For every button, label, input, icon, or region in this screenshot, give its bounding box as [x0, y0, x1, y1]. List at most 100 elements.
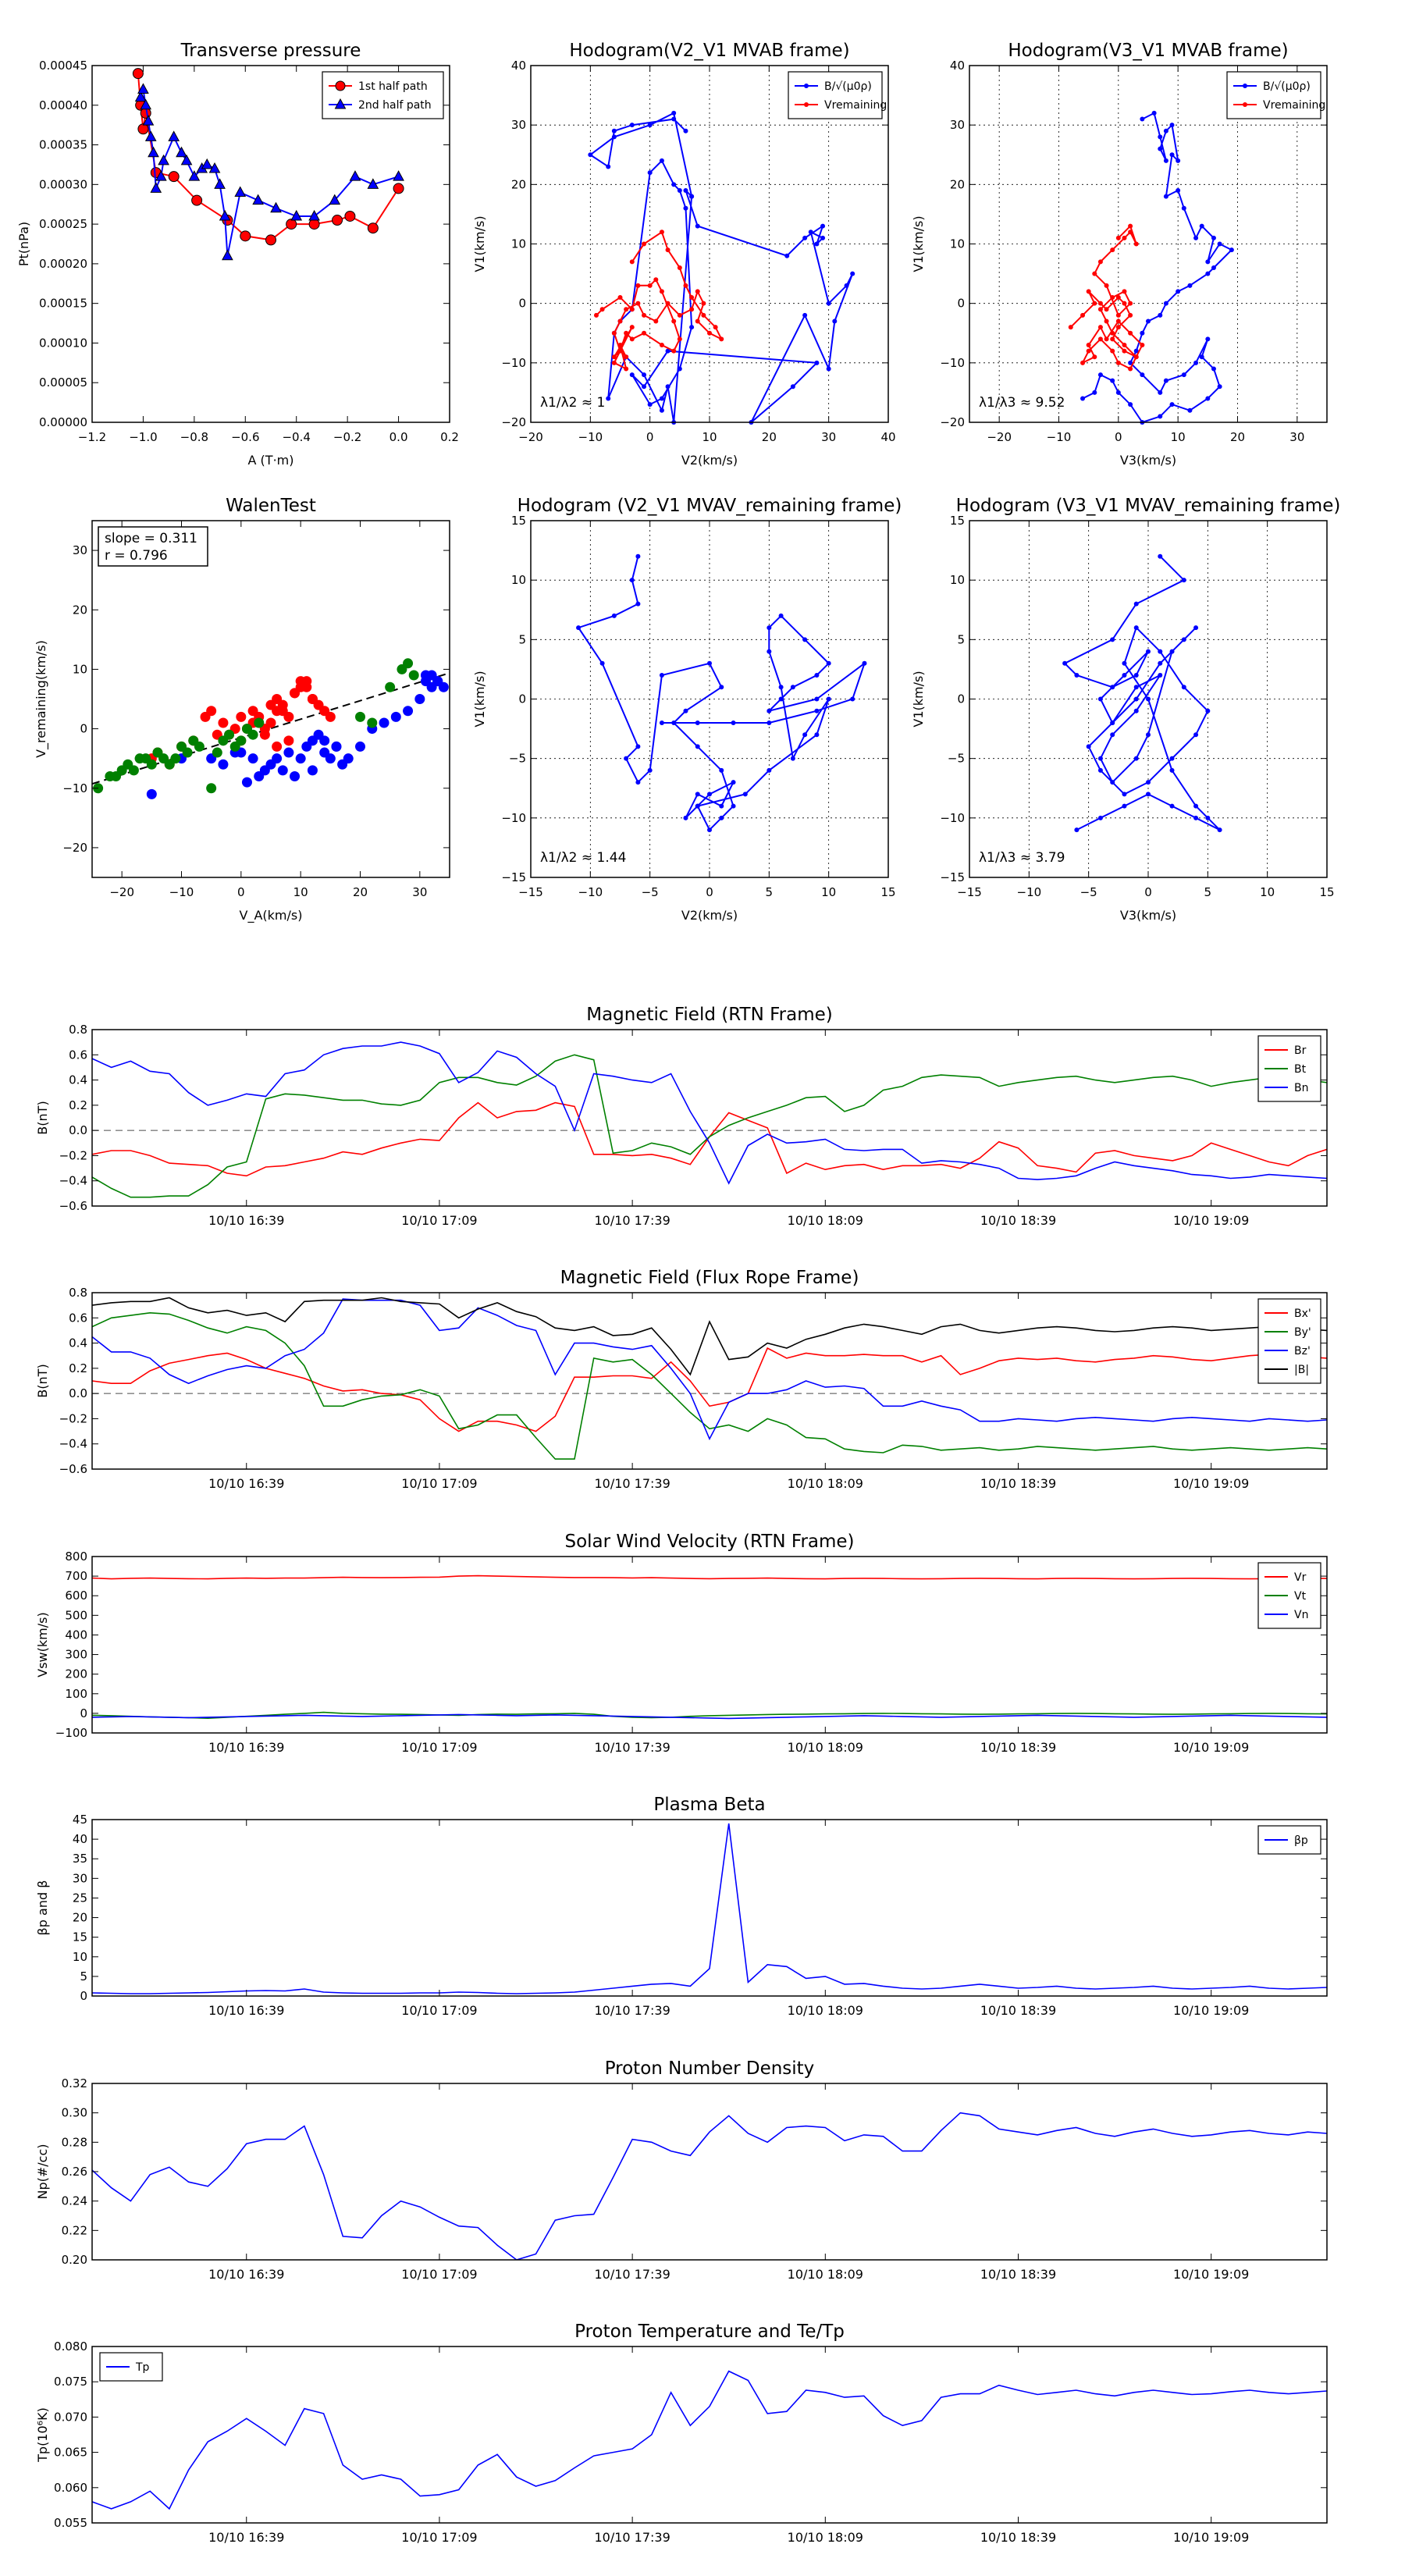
data-marker — [191, 194, 203, 206]
y-tick-label: 0.22 — [62, 2223, 87, 2237]
data-marker — [611, 128, 617, 133]
scatter-point — [265, 717, 276, 728]
data-marker — [647, 283, 653, 288]
plot-frame — [91, 1819, 1328, 1997]
y-tick-label: −0.4 — [59, 1174, 87, 1188]
data-marker — [265, 234, 276, 246]
data-marker — [593, 312, 599, 318]
y-tick-label: 10 — [511, 237, 526, 251]
data-marker — [1205, 336, 1211, 342]
x-tick-label: −20 — [518, 430, 543, 444]
chart-solar_wind_velocity: Solar Wind Velocity (RTN Frame) 10/10 16:… — [35, 1532, 1328, 1755]
x-tick-label: 10/10 17:09 — [401, 1213, 477, 1228]
data-marker — [790, 756, 795, 761]
data-marker — [1193, 732, 1199, 738]
y-tick-label: 0.4 — [69, 1336, 87, 1350]
data-marker — [1115, 360, 1121, 365]
data-marker — [635, 780, 641, 785]
data-marker — [1110, 637, 1115, 642]
data-marker — [767, 649, 772, 654]
series-line — [92, 1101, 1327, 1177]
data-marker — [1176, 158, 1181, 163]
y-tick-label: 0.00015 — [39, 297, 87, 311]
x-tick-label: 10/10 17:39 — [594, 2003, 670, 2018]
y-tick-label: 0.24 — [62, 2194, 87, 2208]
x-axis-label: V_A(km/s) — [240, 908, 303, 923]
data-marker — [1193, 815, 1199, 820]
data-marker — [1122, 660, 1127, 666]
y-tick-label: 0.00045 — [39, 59, 87, 73]
data-marker — [1140, 116, 1145, 122]
x-axis-label: V3(km/s) — [1120, 908, 1176, 923]
y-tick-label: 0 — [80, 722, 87, 736]
legend-marker — [1243, 84, 1247, 88]
y-tick-label: 0.00035 — [39, 138, 87, 152]
data-marker — [1158, 673, 1163, 678]
x-tick-label: 30 — [821, 430, 836, 444]
x-axis-label: A (T·m) — [248, 453, 294, 468]
data-marker — [683, 128, 688, 133]
chart-proton_density: Proton Number Density 10/10 16:39 10/10 17… — [35, 2058, 1328, 2282]
data-marker — [168, 130, 180, 141]
y-tick-label: −10 — [501, 811, 526, 825]
x-tick-label: 10/10 18:09 — [788, 2530, 863, 2545]
scatter-point — [170, 753, 181, 764]
y-tick-label: 10 — [73, 662, 87, 676]
y-tick-label: 45 — [73, 1813, 87, 1827]
data-marker — [719, 803, 724, 809]
series-line — [92, 1823, 1327, 1994]
data-marker — [695, 289, 700, 294]
scatter-point — [290, 688, 301, 699]
y-tick-label: 0.00030 — [39, 177, 87, 191]
stats-box — [98, 526, 208, 567]
x-tick-label: 10/10 17:09 — [401, 2530, 477, 2545]
data-marker — [393, 170, 404, 181]
data-marker — [1115, 325, 1121, 330]
data-marker — [1158, 660, 1163, 666]
data-marker — [1146, 318, 1151, 324]
y-tick-label: 10 — [511, 573, 526, 587]
data-marker — [1115, 295, 1121, 301]
x-tick-label: 10/10 18:09 — [788, 1740, 863, 1755]
data-marker — [778, 613, 784, 618]
data-marker — [1187, 283, 1193, 288]
data-marker — [1205, 271, 1211, 276]
x-tick-label: −0.2 — [333, 430, 361, 444]
data-marker — [826, 696, 831, 702]
legend-marker — [804, 102, 809, 107]
data-marker — [1140, 330, 1145, 336]
data-marker — [1097, 756, 1103, 761]
data-marker — [1110, 330, 1115, 336]
y-tick-label: 0 — [80, 1989, 87, 2003]
data-marker — [1086, 348, 1091, 354]
data-marker — [665, 348, 670, 354]
data-marker — [862, 660, 867, 666]
legend-label: Tp — [135, 2361, 150, 2374]
series-line — [577, 556, 866, 831]
data-marker — [1193, 360, 1199, 365]
x-tick-label: 0 — [646, 430, 654, 444]
annotation-text: λ1/λ2 ≈ 1 — [540, 395, 605, 411]
data-marker — [308, 219, 320, 230]
data-marker — [701, 312, 706, 318]
data-marker — [695, 744, 700, 749]
scatter-point — [283, 735, 294, 746]
data-marker — [647, 123, 653, 128]
data-marker — [802, 235, 808, 240]
data-marker — [820, 223, 826, 229]
y-tick-label: 700 — [65, 1569, 87, 1583]
data-marker — [393, 183, 404, 194]
x-tick-label: 30 — [412, 885, 427, 899]
plot-frame — [91, 1029, 1328, 1207]
data-marker — [1205, 708, 1211, 713]
data-marker — [624, 307, 629, 312]
data-marker — [731, 780, 736, 785]
legend-marker — [1243, 102, 1247, 107]
data-marker — [617, 318, 623, 324]
data-marker — [1128, 366, 1133, 372]
data-marker — [1169, 767, 1175, 773]
series-line — [137, 73, 400, 241]
chart-walen_test: WalenTest −20 −10 0 10 20 30 −20 −10 0 10 20 30 V_A(k… — [34, 496, 450, 923]
y-tick-label: −10 — [501, 356, 526, 370]
data-marker — [1074, 827, 1080, 833]
